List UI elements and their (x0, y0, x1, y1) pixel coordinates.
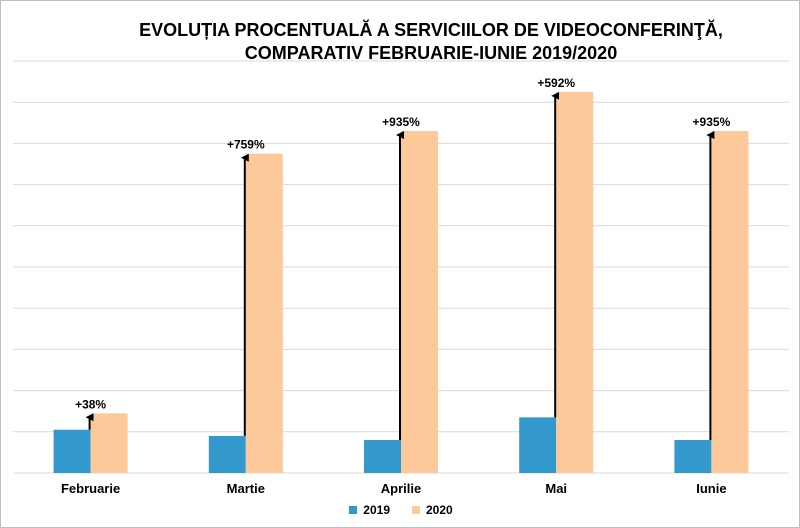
bar-2020 (90, 413, 128, 473)
legend-label-2019: 2019 (363, 503, 390, 517)
growth-label: +592% (537, 76, 575, 90)
bar-2019 (208, 435, 246, 473)
growth-label: +935% (693, 115, 731, 129)
bar-2020 (556, 91, 594, 474)
bar-2019 (519, 417, 557, 473)
x-tick-label: Aprilie (381, 481, 421, 496)
legend-item-2019: 2019 (349, 503, 390, 517)
x-tick-label: Februarie (61, 481, 120, 496)
bar-2019 (53, 429, 91, 473)
chart-title: EVOLUȚIA PROCENTUALĂ A SERVICIILOR DE VI… (71, 19, 791, 65)
growth-label: +38% (75, 397, 106, 411)
chart-legend: 2019 2020 (1, 503, 800, 517)
x-tick-label: Mai (545, 481, 567, 496)
legend-swatch-2019 (349, 506, 358, 514)
bar-2019 (364, 440, 401, 473)
legend-label-2020: 2020 (426, 503, 453, 517)
bar-2020 (245, 153, 283, 473)
legend-item-2020: 2020 (412, 503, 453, 517)
growth-label: +759% (227, 138, 265, 152)
x-tick-label: Martie (227, 481, 265, 496)
bar-2020 (711, 131, 749, 474)
chart-title-line-2: COMPARATIV FEBRUARIE-IUNIE 2019/2020 (244, 43, 618, 63)
bar-2019 (674, 440, 712, 473)
chart-title-line-1: EVOLUȚIA PROCENTUALĂ A SERVICIILOR DE VI… (139, 20, 723, 40)
legend-swatch-2020 (412, 506, 420, 514)
x-tick-label: Iunie (696, 481, 726, 496)
bar-2020 (401, 131, 438, 474)
bar-chart-plot: +38% Februarie +759% Martie +935% Aprilie +592… (13, 60, 789, 496)
growth-label: +935% (382, 115, 420, 129)
